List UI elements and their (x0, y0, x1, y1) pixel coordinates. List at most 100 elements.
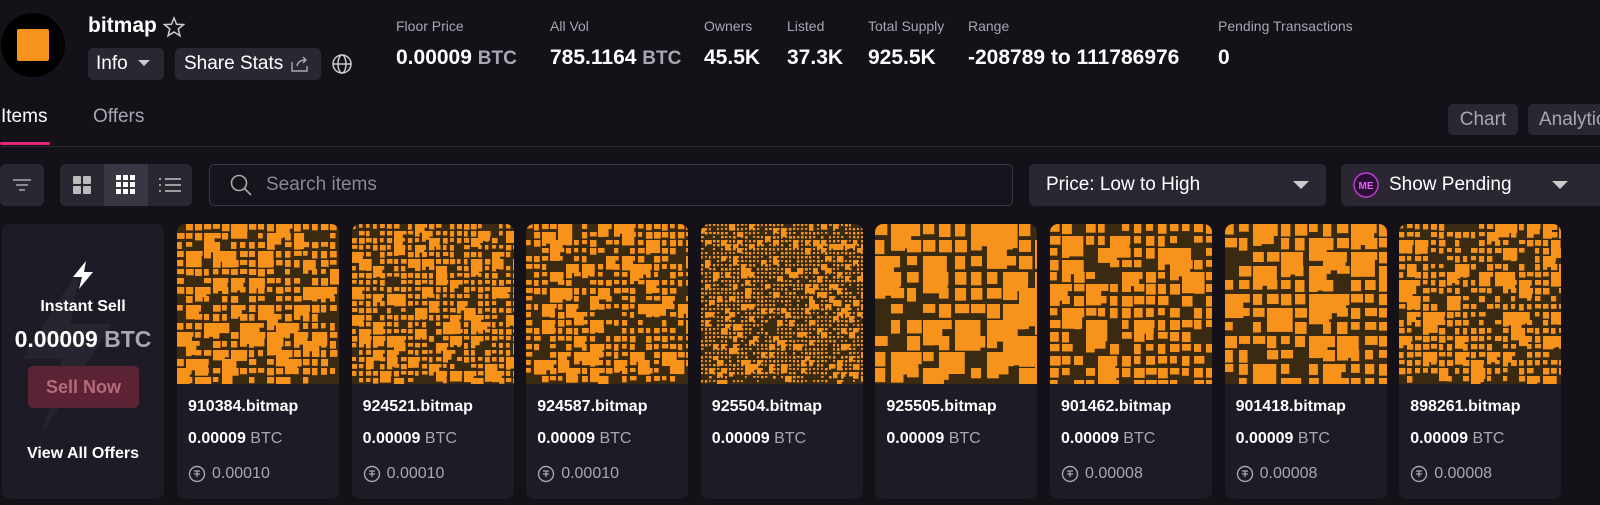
item-card[interactable]: 924587.bitmap 0.00009 BTC 0.00010 (526, 224, 689, 499)
chart-button[interactable]: Chart (1448, 104, 1518, 135)
bitmap-block (630, 336, 636, 343)
list-view[interactable] (148, 164, 192, 206)
pending-dropdown[interactable]: ME Show Pending (1341, 164, 1600, 206)
bitmap-block (1407, 248, 1413, 254)
bitmap-block (704, 372, 708, 375)
bitmap-block (1308, 224, 1318, 233)
bitmap-block (1224, 224, 1234, 235)
bitmap-block (638, 248, 645, 254)
item-card[interactable]: 925504.bitmap 0.00009 BTC (700, 224, 863, 499)
bitmap-block (442, 350, 452, 360)
bitmap-block (816, 352, 820, 355)
tab-offers[interactable]: Offers (93, 106, 145, 127)
bitmap-block (1423, 240, 1429, 247)
bitmap-block (780, 352, 784, 355)
bitmap-block (1551, 296, 1557, 302)
bitmap-block (796, 348, 799, 351)
bitmap-block (752, 232, 755, 235)
bitmap-block (470, 315, 481, 324)
bitmap-block (824, 228, 828, 230)
grid-small[interactable] (104, 164, 148, 206)
bitmap-block (824, 316, 827, 319)
bitmap-block (638, 328, 644, 333)
item-card[interactable]: 925505.bitmap 0.00009 BTC (875, 224, 1038, 499)
bitmap-block (614, 264, 620, 270)
bitmap-block (1519, 320, 1526, 325)
view-all-offers-link[interactable]: View All Offers (26, 445, 140, 462)
item-card[interactable]: 898261.bitmap 0.00009 BTC 0.00008 (1399, 224, 1562, 499)
bitmap-block (1503, 336, 1508, 342)
bitmap-block (820, 372, 824, 375)
bitmap-block (756, 316, 759, 319)
bitmap-block (662, 288, 668, 295)
bitmap-block (1050, 260, 1059, 271)
bitmap-block (678, 344, 683, 351)
item-card[interactable]: 910384.bitmap 0.00009 BTC 0.00010 (177, 224, 339, 499)
tab-items[interactable]: Items (1, 106, 48, 127)
bitmap-block (1074, 320, 1081, 330)
bitmap-block (796, 308, 799, 310)
bitmap-block (816, 360, 819, 363)
bitmap-block (708, 276, 711, 278)
item-card[interactable]: 901418.bitmap 0.00009 BTC 0.00008 (1224, 224, 1387, 499)
bitmap-block (756, 292, 760, 295)
bitmap-block (796, 240, 799, 243)
bitmap-block (463, 329, 468, 334)
analytics-button[interactable]: Analytics (1528, 104, 1600, 135)
grid-large[interactable] (60, 164, 104, 206)
bitmap-block (1535, 288, 1542, 295)
bitmap-block (1110, 248, 1119, 258)
bitmap-block (792, 368, 795, 371)
info-button[interactable]: Info (88, 48, 164, 80)
bitmap-block (351, 364, 357, 369)
bitmap-block (686, 272, 689, 277)
item-card[interactable]: 924521.bitmap 0.00009 BTC 0.00010 (351, 224, 514, 499)
bitmap-block (285, 305, 293, 310)
bitmap-block (812, 252, 815, 255)
bitmap-block (662, 232, 669, 238)
bitmap-block (1364, 294, 1374, 303)
view-toggle (60, 164, 192, 206)
bitmap-block (1407, 368, 1412, 374)
bitmap-block (808, 304, 814, 309)
bitmap-block (435, 266, 447, 279)
bitmap-block (1280, 378, 1301, 384)
item-card[interactable]: 901462.bitmap 0.00009 BTC 0.00008 (1050, 224, 1212, 499)
bitmap-block (752, 264, 755, 267)
bitmap-block (1479, 376, 1485, 383)
stat-value-row: 0.00009 BTC (396, 46, 517, 70)
bitmap-block (852, 320, 855, 323)
share-stats-button[interactable]: Share Stats (175, 48, 321, 80)
bitmap-block (800, 356, 803, 359)
bitmap-block (654, 336, 661, 341)
bitmap-block (740, 380, 743, 383)
bitmap-block (240, 251, 248, 257)
bitmap-block (303, 260, 316, 271)
bitmap-block (784, 340, 788, 343)
bitmap-block (379, 273, 385, 279)
bitmap-block (700, 248, 704, 250)
bitmap-block (1062, 248, 1070, 258)
bitmap-block (939, 368, 950, 380)
bitmap-block (716, 300, 719, 303)
bitmap-block (800, 372, 803, 374)
instant-sell-price: 0.00009 BTC (2, 326, 164, 353)
sort-dropdown[interactable]: Price: Low to High (1029, 164, 1326, 206)
bitmap-block (792, 252, 796, 255)
bitmap-block (736, 372, 739, 375)
bitmap-block (891, 320, 901, 334)
search-box[interactable]: Search items (209, 164, 1013, 206)
bitmap-block (484, 378, 489, 382)
bitmap-block (590, 264, 595, 271)
bitmap-block (1439, 280, 1446, 287)
bitmap-block (768, 256, 772, 259)
bitmap-block (848, 308, 852, 310)
bitmap-block (463, 343, 468, 349)
sell-now-button[interactable]: Sell Now (28, 366, 139, 408)
bitmap-block (670, 232, 676, 239)
bitmap-block (772, 236, 776, 239)
favorite-star[interactable] (163, 16, 185, 38)
globe-icon[interactable] (331, 53, 353, 75)
filter-button[interactable] (0, 164, 44, 206)
bitmap-block (393, 294, 406, 307)
